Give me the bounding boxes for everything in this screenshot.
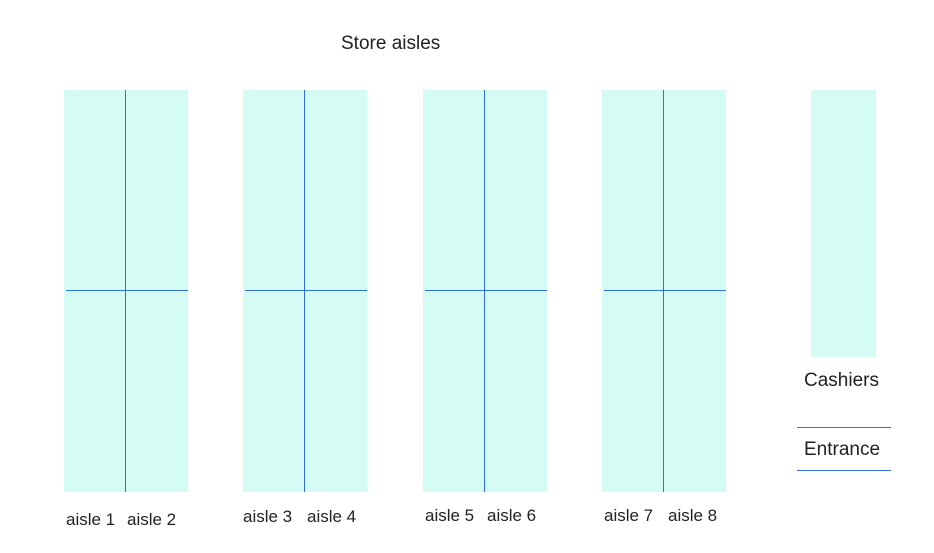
shelf-block-4	[602, 90, 726, 492]
shelf-divider-vertical	[663, 90, 664, 492]
shelf-divider-horizontal	[425, 290, 547, 291]
shelf-divider-vertical	[125, 90, 126, 492]
aisle-label-2: aisle 2	[127, 510, 177, 529]
shelf-block-3	[423, 90, 547, 492]
shelf-divider-vertical	[304, 90, 305, 492]
aisle-label-5: aisle 5	[425, 506, 475, 525]
aisle-label-1: aisle 1	[66, 510, 116, 529]
aisle-label-8: aisle 8	[668, 506, 718, 525]
shelf-divider-horizontal	[245, 290, 367, 291]
shelf-divider-horizontal	[604, 290, 726, 291]
entrance-line-top	[797, 427, 891, 428]
shelf-divider-horizontal	[66, 290, 188, 291]
entrance-line-bottom	[797, 470, 891, 471]
shelf-divider-vertical	[484, 90, 485, 492]
cashiers-label: Cashiers	[804, 370, 879, 391]
aisle-label-4: aisle 4	[307, 507, 357, 526]
aisle-label-3: aisle 3	[243, 507, 293, 526]
shelf-block-2	[243, 90, 367, 492]
diagram-title: Store aisles	[341, 33, 441, 54]
cashiers-area	[811, 90, 876, 357]
shelf-block-1	[64, 90, 188, 492]
entrance-label: Entrance	[804, 439, 881, 460]
aisle-label-7: aisle 7	[604, 506, 654, 525]
aisle-label-6: aisle 6	[487, 506, 537, 525]
